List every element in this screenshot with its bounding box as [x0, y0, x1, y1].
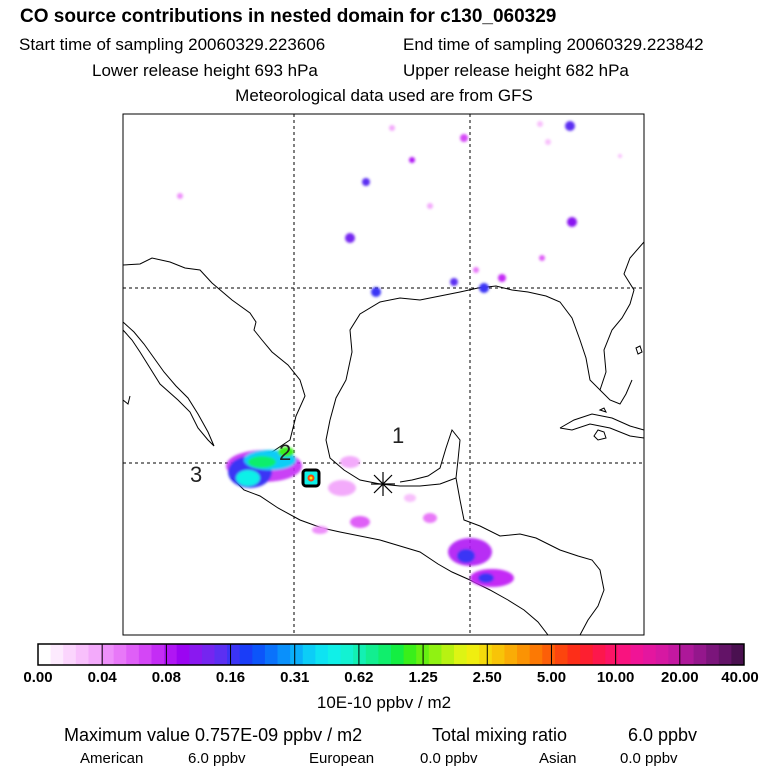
colorbar-cell: [138, 644, 152, 665]
colorbar-cell: [567, 644, 581, 665]
colorbar-cell: [340, 644, 354, 665]
colorbar-cell: [327, 644, 341, 665]
colorbar-cell: [668, 644, 682, 665]
colorbar-cell: [252, 644, 266, 665]
colorbar-cell: [680, 644, 694, 665]
colorbar-cell: [239, 644, 253, 665]
source-european-name: European: [309, 750, 375, 767]
colorbar-cell: [617, 644, 631, 665]
colorbar-cell: [63, 644, 77, 665]
colorbar-cell: [542, 644, 556, 665]
colorbar-cell: [227, 644, 241, 665]
colorbar-tick-label: 0.00: [23, 669, 53, 686]
colorbar-tick-label: 2.50: [472, 669, 502, 686]
source-european-value: 0.0 ppbv: [420, 750, 478, 767]
colorbar-tick-label: 40.00: [721, 669, 759, 686]
maximum-marker: [301, 468, 321, 488]
colorbar-cell: [151, 644, 165, 665]
colorbar-cell: [113, 644, 127, 665]
colorbar-cell: [655, 644, 669, 665]
colorbar-cell: [693, 644, 707, 665]
maximum-value: Maximum value 0.757E-09 ppbv / m2: [64, 725, 363, 745]
source-asian-name: Asian: [539, 750, 577, 767]
colorbar-cell: [214, 644, 228, 665]
colorbar-cell: [504, 644, 518, 665]
colorbar-cell: [643, 644, 657, 665]
colorbar-cell: [529, 644, 543, 665]
colorbar-cell: [378, 644, 392, 665]
colorbar-cell: [592, 644, 606, 665]
map-frame: [122, 113, 645, 636]
colorbar-cell: [718, 644, 732, 665]
colorbar-cell: [491, 644, 505, 665]
colorbar-cell: [315, 644, 329, 665]
source-plume: [177, 121, 622, 587]
colorbar-cell: [302, 644, 316, 665]
colorbar-cell: [201, 644, 215, 665]
label-2: 2: [279, 440, 291, 465]
colorbar-cell: [403, 644, 417, 665]
colorbar-cell: [38, 644, 52, 665]
colorbar-cell: [605, 644, 619, 665]
total-mixing-ratio-value: 6.0 ppbv: [628, 725, 698, 745]
colorbar-cell: [391, 644, 405, 665]
lower-release-height: Lower release height 693 hPa: [92, 61, 318, 80]
colorbar-cell: [517, 644, 531, 665]
colorbar-cell: [101, 644, 115, 665]
colorbar-cell: [126, 644, 140, 665]
colorbar-cell: [353, 644, 367, 665]
colorbar-cell: [189, 644, 203, 665]
source-asian-value: 0.0 ppbv: [620, 750, 678, 767]
colorbar-cell: [290, 644, 304, 665]
end-time: End time of sampling 20060329.223842: [403, 35, 704, 54]
colorbar-tick-label: 10.00: [596, 669, 635, 686]
colorbar-tick-label: 0.16: [215, 669, 246, 686]
upper-release-height: Upper release height 682 hPa: [403, 61, 629, 80]
colorbar-tick-label: 20.00: [661, 669, 699, 686]
colorbar-cell: [75, 644, 89, 665]
colorbar-cell: [264, 644, 278, 665]
colorbar-cell: [580, 644, 594, 665]
figure-title: CO source contributions in nested domain…: [20, 6, 557, 27]
colorbar-cell: [176, 644, 190, 665]
colorbar-tick-label: 0.08: [151, 669, 181, 686]
colorbar-tick-label: 0.04: [87, 669, 117, 686]
colorbar-cell: [554, 644, 568, 665]
colorbar-frame: [37, 643, 745, 666]
colorbar-cell: [164, 644, 178, 665]
colorbar-cell: [88, 644, 102, 665]
coastlines: [123, 241, 644, 635]
colorbar-cell: [277, 644, 291, 665]
source-american-value: 6.0 ppbv: [188, 750, 246, 767]
colorbar-tick-label: 1.25: [408, 669, 438, 686]
colorbar-tick-label: 0.62: [344, 669, 374, 686]
label-1: 1: [392, 423, 404, 448]
release-location-marker: [371, 472, 395, 496]
colorbar-cell: [441, 644, 455, 665]
colorbar-cell: [479, 644, 493, 665]
colorbar-cell: [428, 644, 442, 665]
colorbar-cell: [466, 644, 480, 665]
colorbar-units: 10E-10 ppbv / m2: [316, 693, 452, 712]
colorbar-tick-label: 0.31: [280, 669, 310, 686]
colorbar-cell: [454, 644, 468, 665]
colorbar-cell: [731, 644, 745, 665]
colorbar-cell: [50, 644, 64, 665]
colorbar-cell: [706, 644, 720, 665]
colorbar-tick-label: 5.00: [536, 669, 567, 686]
colorbar-cell: [365, 644, 379, 665]
label-3: 3: [190, 462, 202, 487]
colorbar-cell: [630, 644, 644, 665]
total-mixing-ratio-label: Total mixing ratio: [432, 725, 568, 745]
met-data-source: Meteorological data used are from GFS: [235, 86, 533, 105]
source-american-name: American: [80, 750, 144, 767]
start-time: Start time of sampling 20060329.223606: [19, 35, 326, 54]
